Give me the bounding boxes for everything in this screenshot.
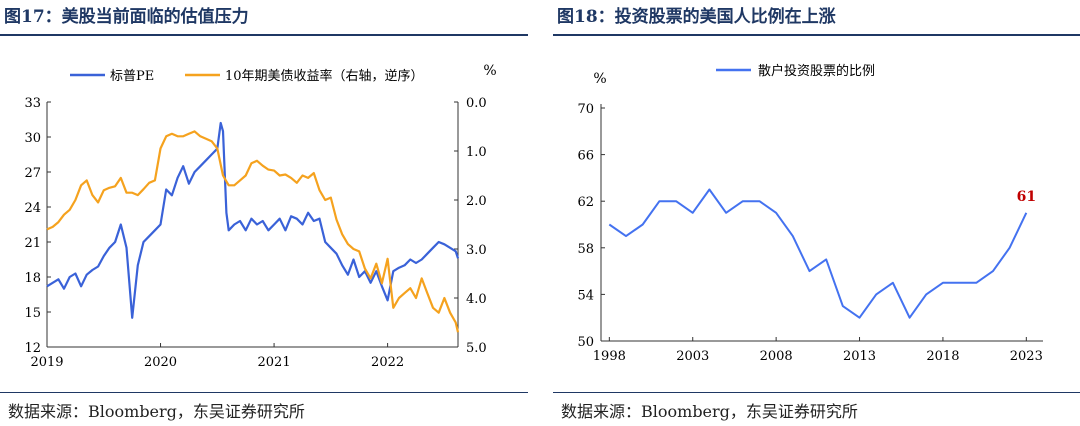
source-note-right: 数据来源：Bloomberg，东吴证券研究所 <box>561 402 858 421</box>
legend-label: 标普PE <box>110 69 154 84</box>
right-y-tick-label: 0.0 <box>466 96 487 111</box>
left-y-tick-label: 30 <box>24 131 41 146</box>
y-tick-label: 70 <box>577 102 594 117</box>
right-y-tick-label: 4.0 <box>466 292 487 307</box>
right-axis-unit: % <box>483 63 496 79</box>
x-tick-label: 2019 <box>30 355 63 370</box>
bottom-rule-right <box>553 392 1080 393</box>
left-y-tick-label: 18 <box>24 271 41 286</box>
x-tick-label: 2003 <box>676 349 709 364</box>
chart-panel-right: 图18：投资股票的美国人比例在上涨 50 54 58 62 66 70 1998 2003 20… <box>553 0 1080 423</box>
right-y-tick-label: 1.0 <box>466 145 487 160</box>
bottom-rule-left <box>0 392 528 393</box>
x-tick-label: 2020 <box>144 355 177 370</box>
x-tick-label: 2018 <box>926 349 959 364</box>
left-y-tick-label: 12 <box>24 341 41 356</box>
y-axis-unit: % <box>593 71 606 87</box>
chart-left-svg: 12 15 18 21 24 27 30 33 0.0 1.0 2.0 3.0 4.0 5.0 2019 20… <box>24 63 496 370</box>
series-line-sp-pe <box>46 121 460 319</box>
y-tick-label: 54 <box>577 288 594 303</box>
title-rule-right <box>553 34 1080 36</box>
right-y-tick-label: 2.0 <box>466 194 487 209</box>
y-tick-label: 50 <box>577 335 594 350</box>
series-line-retail-share <box>608 188 1028 319</box>
legend-label: 散户投资股票的比例 <box>758 63 875 79</box>
y-tick-label: 58 <box>577 242 594 257</box>
chart-panel-left: 图17：美股当前面临的估值压力 12 15 18 21 24 27 30 33 0.0 1.0 2.… <box>0 0 528 423</box>
x-tick-label: 1998 <box>593 349 626 364</box>
left-y-tick-label: 33 <box>24 96 41 111</box>
x-tick-label: 2023 <box>1010 349 1043 364</box>
x-tick-label: 2021 <box>258 355 291 370</box>
legend-label: 10年期美债收益率（右轴，逆序） <box>225 68 424 84</box>
left-y-tick-label: 27 <box>24 166 41 181</box>
source-note-left: 数据来源：Bloomberg，东吴证券研究所 <box>8 402 305 421</box>
x-tick-label: 2022 <box>371 355 404 370</box>
series-line-ust10y <box>46 130 460 333</box>
data-label-last: 61 <box>1017 189 1036 205</box>
title-rule-left <box>0 34 528 36</box>
chart-title-left: 图17：美股当前面临的估值压力 <box>4 7 249 27</box>
x-tick-label: 2013 <box>843 349 876 364</box>
chart-title-right: 图18：投资股票的美国人比例在上涨 <box>557 7 836 27</box>
y-tick-label: 62 <box>577 195 594 210</box>
left-y-tick-label: 15 <box>24 306 41 321</box>
left-y-tick-label: 24 <box>24 201 41 216</box>
chart-right-svg: 50 54 58 62 66 70 1998 2003 2008 2013 2018 2023% 散户投… <box>577 63 1043 364</box>
x-tick-label: 2008 <box>760 349 793 364</box>
right-y-tick-label: 5.0 <box>466 341 487 356</box>
right-y-tick-label: 3.0 <box>466 243 487 258</box>
left-y-tick-label: 21 <box>24 236 41 251</box>
y-tick-label: 66 <box>577 149 594 164</box>
